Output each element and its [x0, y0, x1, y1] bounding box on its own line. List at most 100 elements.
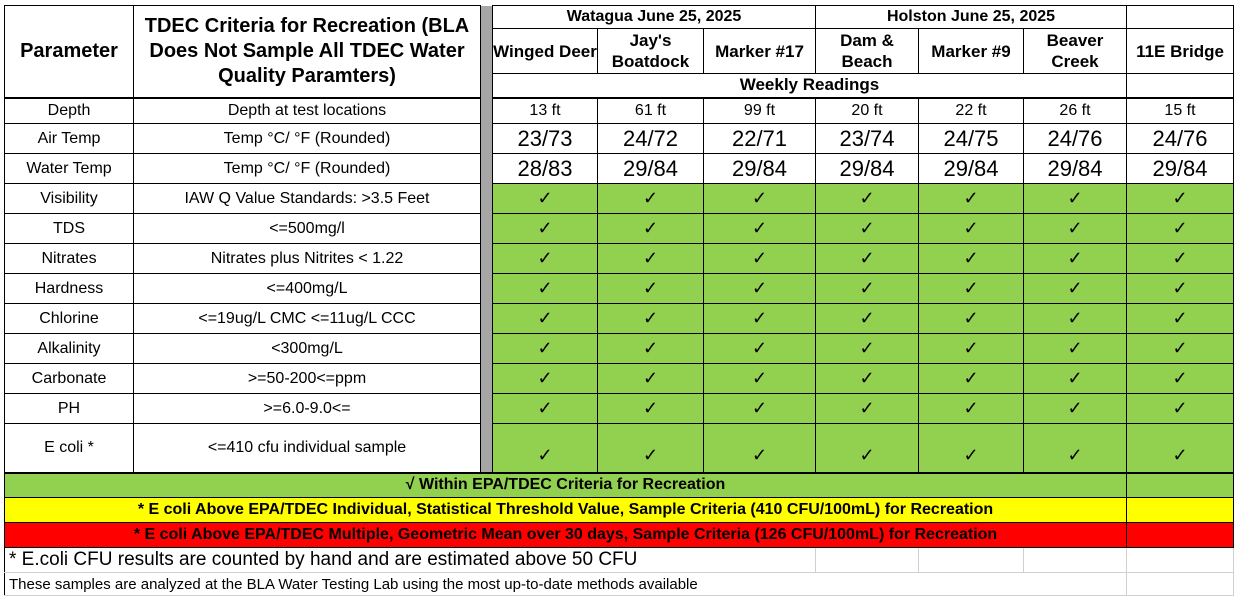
reading-value: 29/84 [597, 153, 704, 184]
reading-value: 29/84 [918, 153, 1024, 184]
table-row: TDS <=500mg/l ✓ ✓ ✓ ✓ ✓ ✓ ✓ [4, 213, 1234, 244]
parameter-name: Air Temp [4, 123, 134, 154]
column-separator [480, 243, 493, 274]
check-mark-icon: ✓ [703, 213, 816, 244]
column-separator [480, 5, 493, 98]
column-separator [480, 333, 493, 364]
column-separator [480, 363, 493, 394]
site-header: Marker #17 [703, 28, 816, 74]
check-mark-icon: ✓ [597, 333, 704, 364]
criteria-text: Temp °C/ °F (Rounded) [133, 123, 481, 154]
reading-value: 23/73 [492, 123, 598, 154]
table-row: Visibility IAW Q Value Standards: >3.5 Fe… [4, 183, 1234, 214]
reading-value: 20 ft [815, 97, 919, 124]
parameter-name: Nitrates [4, 243, 134, 274]
reading-value: 22 ft [918, 97, 1024, 124]
check-mark-icon: ✓ [918, 363, 1024, 394]
empty-cell [1126, 547, 1234, 573]
check-mark-icon: ✓ [492, 333, 598, 364]
check-mark-icon: ✓ [703, 423, 816, 474]
check-mark-icon: ✓ [1126, 303, 1234, 334]
check-mark-icon: ✓ [918, 243, 1024, 274]
reading-value: 61 ft [597, 97, 704, 124]
site-header: Winged Deer [492, 28, 598, 74]
parameter-name: Depth [4, 97, 134, 124]
check-mark-icon: ✓ [815, 303, 919, 334]
criteria-text: <300mg/L [133, 333, 481, 364]
legend-within-criteria: √ Within EPA/TDEC Criteria for Recreatio… [4, 472, 1127, 498]
reading-value: 23/74 [815, 123, 919, 154]
watauga-header: Watagua June 25, 2025 [492, 5, 816, 29]
check-mark-icon: ✓ [597, 243, 704, 274]
check-mark-icon: ✓ [492, 213, 598, 244]
check-mark-icon: ✓ [815, 213, 919, 244]
reading-value: 28/83 [492, 153, 598, 184]
check-mark-icon: ✓ [1023, 303, 1127, 334]
check-mark-icon: ✓ [1023, 183, 1127, 214]
check-mark-icon: ✓ [815, 183, 919, 214]
reading-value: 29/84 [1126, 153, 1234, 184]
column-separator [480, 97, 493, 124]
check-mark-icon: ✓ [703, 363, 816, 394]
check-mark-icon: ✓ [492, 273, 598, 304]
empty-weekly-cell [1126, 73, 1234, 99]
check-mark-icon: ✓ [492, 243, 598, 274]
check-mark-icon: ✓ [1126, 273, 1234, 304]
empty-cell [918, 547, 1024, 573]
empty-header-cell [1126, 5, 1234, 29]
site-header: Marker #9 [918, 28, 1024, 74]
check-mark-icon: ✓ [703, 333, 816, 364]
reading-value: 99 ft [703, 97, 816, 124]
table-row: Depth Depth at test locations 13 ft 61 ft 99… [4, 97, 1234, 124]
table-row: Air Temp Temp °C/ °F (Rounded) 23/73 24/72 2… [4, 123, 1234, 154]
empty-cell [1126, 572, 1234, 596]
check-mark-icon: ✓ [492, 183, 598, 214]
footnote: * E.coli CFU results are counted by hand… [4, 547, 816, 573]
check-mark-icon: ✓ [918, 333, 1024, 364]
site-header: Jay's Boatdock [597, 28, 704, 74]
check-mark-icon: ✓ [918, 183, 1024, 214]
parameter-header: Parameter [4, 5, 134, 99]
legend-above-geometric-mean-extra [1126, 522, 1234, 548]
check-mark-icon: ✓ [918, 273, 1024, 304]
holston-header: Holston June 25, 2025 [815, 5, 1127, 29]
weekly-readings-header: Weekly Readings [492, 73, 1127, 99]
column-separator [480, 273, 493, 304]
check-mark-icon: ✓ [1126, 213, 1234, 244]
check-mark-icon: ✓ [703, 183, 816, 214]
check-mark-icon: ✓ [1023, 333, 1127, 364]
check-mark-icon: ✓ [815, 273, 919, 304]
criteria-text: <=400mg/L [133, 273, 481, 304]
parameter-name: Water Temp [4, 153, 134, 184]
check-mark-icon: ✓ [1023, 423, 1127, 474]
footnote: These samples are analyzed at the BLA Wa… [4, 572, 1127, 596]
check-mark-icon: ✓ [1023, 273, 1127, 304]
criteria-text: Nitrates plus Nitrites < 1.22 [133, 243, 481, 274]
check-mark-icon: ✓ [492, 303, 598, 334]
parameter-name: Alkalinity [4, 333, 134, 364]
check-mark-icon: ✓ [918, 393, 1024, 424]
check-mark-icon: ✓ [815, 423, 919, 474]
reading-value: 29/84 [703, 153, 816, 184]
criteria-text: <=19ug/L CMC <=11ug/L CCC [133, 303, 481, 334]
check-mark-icon: ✓ [918, 213, 1024, 244]
column-separator [480, 153, 493, 184]
check-mark-icon: ✓ [597, 213, 704, 244]
legend-within-criteria-extra [1126, 472, 1234, 498]
check-mark-icon: ✓ [1126, 183, 1234, 214]
column-separator [480, 303, 493, 334]
check-mark-icon: ✓ [597, 423, 704, 474]
reading-value: 29/84 [1023, 153, 1127, 184]
column-separator [480, 213, 493, 244]
reading-value: 24/76 [1126, 123, 1234, 154]
site-header: Dam & Beach [815, 28, 919, 74]
site-header: Beaver Creek [1023, 28, 1127, 74]
check-mark-icon: ✓ [703, 273, 816, 304]
parameter-name: TDS [4, 213, 134, 244]
criteria-text: >=6.0-9.0<= [133, 393, 481, 424]
check-mark-icon: ✓ [1126, 243, 1234, 274]
table-row: Hardness <=400mg/L ✓ ✓ ✓ ✓ ✓ ✓ ✓ [4, 273, 1234, 304]
check-mark-icon: ✓ [815, 363, 919, 394]
table-row: Alkalinity <300mg/L ✓ ✓ ✓ ✓ ✓ ✓ ✓ [4, 333, 1234, 364]
criteria-header: TDEC Criteria for Recreation (BLA Does N… [133, 5, 481, 99]
